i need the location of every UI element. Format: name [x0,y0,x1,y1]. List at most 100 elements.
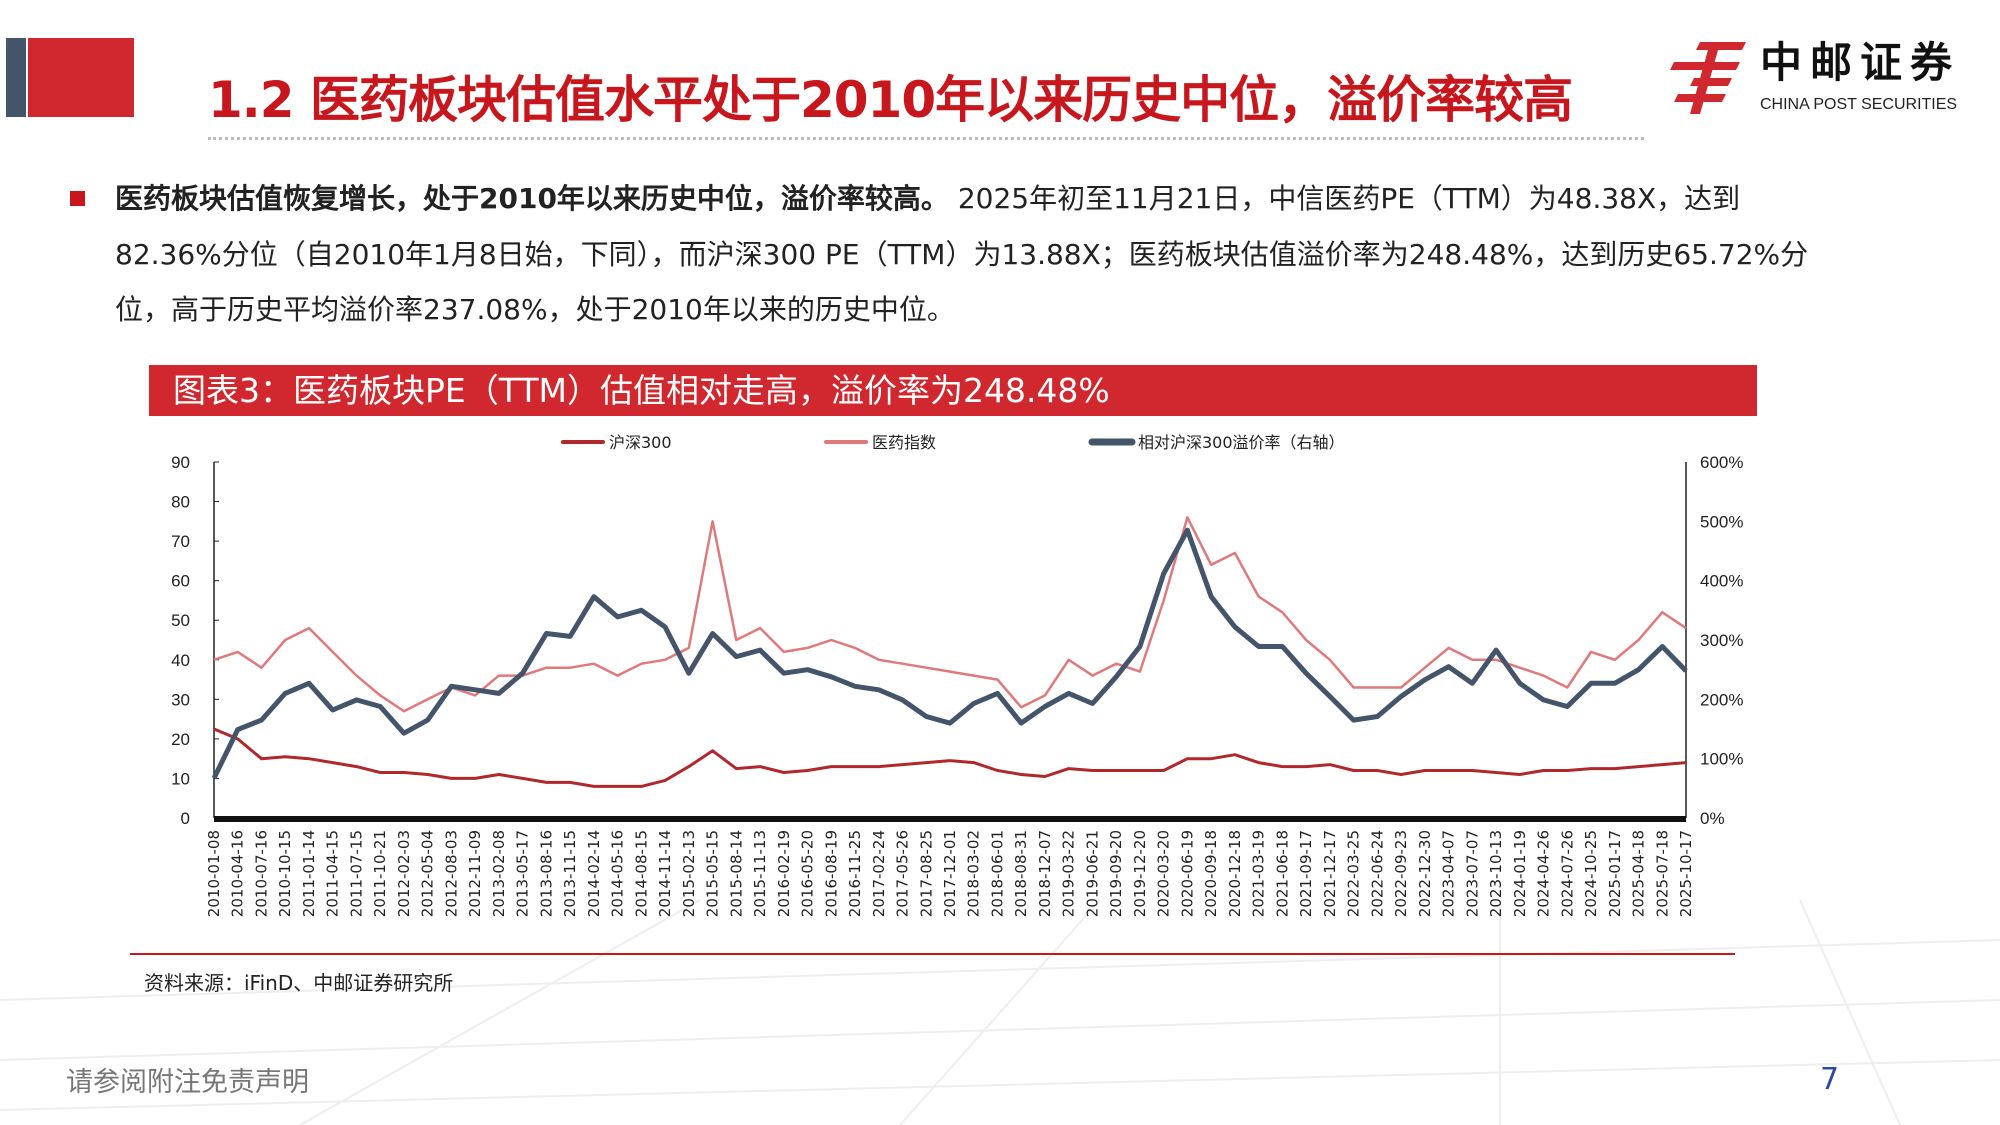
x-tick-label: 2017-02-24 [870,830,888,917]
x-tick-label: 2025-10-17 [1677,830,1695,917]
x-tick-label: 2013-11-15 [561,830,579,917]
x-tick-label: 2025-04-18 [1630,830,1648,917]
x-tick-label: 2012-05-04 [419,830,437,917]
logo-text-en: CHINA POST SECURITIES [1760,96,1958,113]
figure-caption-bar: 图表3：医药板块PE（TTM）估值相对走高，溢价率为248.48% [149,365,1757,416]
x-tick-label: 2024-01-19 [1511,830,1529,917]
x-tick-label: 2020-06-19 [1178,830,1196,917]
legend-label-1: 医药指数 [872,433,936,452]
x-tick-label: 2011-04-15 [324,830,342,917]
x-tick-label: 2022-03-25 [1345,830,1363,917]
x-tick-label: 2015-08-14 [727,830,745,917]
series-line-2 [211,527,1688,780]
body-lead-bold: 医药板块估值恢复增长，处于2010年以来历史中位，溢价率较高。 [115,182,949,215]
x-tick-label: 2021-09-17 [1297,830,1315,917]
x-tick-label: 2011-10-21 [371,830,389,917]
series-line-1 [213,516,1687,713]
x-tick-label: 2021-06-18 [1273,830,1291,917]
left-tick-label: 30 [171,690,190,709]
x-tick-label: 2013-08-16 [537,830,555,917]
x-tick-label: 2012-02-03 [395,830,413,917]
x-tick-label: 2014-02-14 [585,830,603,917]
x-tick-label: 2012-08-03 [442,830,460,917]
logo-text-cn: 中邮证券 [1760,38,1961,87]
left-tick-label: 70 [171,532,190,551]
x-tick-label: 2021-03-19 [1250,830,1268,917]
x-tick-label: 2016-05-20 [799,830,817,917]
right-tick-label: 200% [1700,690,1743,709]
x-tick-label: 2022-06-24 [1368,830,1386,917]
x-tick-label: 2014-08-15 [632,830,650,917]
x-tick-label: 2014-11-14 [656,830,674,917]
x-tick-label: 2018-06-01 [988,830,1006,917]
x-tick-label: 2010-04-16 [229,830,247,917]
left-tick-label: 80 [171,493,190,512]
x-tick-label: 2013-05-17 [514,830,532,917]
x-tick-label: 2022-09-23 [1392,830,1410,917]
legend-label-2: 相对沪深300溢价率（右轴） [1138,433,1345,452]
left-tick-label: 10 [171,769,190,788]
legend-label-0: 沪深300 [609,433,672,452]
x-tick-label: 2017-05-26 [894,830,912,917]
body-line-1-rest: 2025年初至11月21日，中信医药PE（TTM）为48.38X，达到 [957,182,1741,215]
x-tick-label: 2025-01-17 [1606,830,1624,917]
china-post-logo-icon [1670,42,1746,114]
x-tick-label: 2011-01-14 [300,830,318,917]
x-tick-label: 2020-12-18 [1226,830,1244,917]
body-line-3: 位，高于历史平均溢价率237.08%，处于2010年以来的历史中位。 [115,293,955,326]
x-tick-label: 2025-07-18 [1653,830,1671,917]
page-title: 1.2 医药板块估值水平处于2010年以来历史中位，溢价率较高 [208,71,1573,129]
x-tick-label: 2018-03-02 [965,830,983,917]
left-tick-label: 0 [181,809,190,828]
x-tick-label: 2016-02-19 [775,830,793,917]
x-tick-label: 2014-05-16 [609,830,627,917]
x-tick-label: 2015-05-15 [704,830,722,917]
left-tick-label: 60 [171,572,190,591]
right-tick-label: 400% [1700,572,1743,591]
right-tick-label: 0% [1700,809,1725,828]
source-note: 资料来源：iFinD、中邮证券研究所 [144,971,454,995]
x-tick-label: 2019-03-22 [1060,830,1078,917]
x-tick-label: 2019-12-20 [1131,830,1149,917]
body-line-2: 82.36%分位（自2010年1月8日始，下同），而沪深300 PE（TTM）为… [115,238,1809,271]
left-tick-label: 90 [171,453,190,472]
x-tick-label: 2020-03-20 [1155,830,1173,917]
bullet-square-icon [70,191,85,206]
right-tick-label: 300% [1700,631,1743,650]
x-tick-label: 2019-09-20 [1107,830,1125,917]
right-tick-label: 600% [1700,453,1743,472]
source-divider [130,953,1735,955]
x-tick-label: 2024-04-26 [1535,830,1553,917]
x-tick-label: 2016-11-25 [846,830,864,917]
x-tick-label: 2011-07-15 [347,830,365,917]
x-tick-label: 2022-12-30 [1416,830,1434,917]
right-tick-label: 100% [1700,750,1743,769]
x-tick-label: 2010-01-08 [205,830,223,917]
disclaimer-note: 请参阅附注免责声明 [66,1067,309,1098]
page-number: 7 [1820,1062,1840,1097]
x-tick-label: 2010-10-15 [276,830,294,917]
left-tick-label: 20 [171,730,190,749]
x-tick-label: 2020-09-18 [1202,830,1220,917]
x-tick-label: 2023-10-13 [1487,830,1505,917]
x-tick-label: 2024-10-25 [1582,830,1600,917]
x-tick-label: 2023-04-07 [1440,830,1458,917]
header-accent-blue [6,38,26,117]
x-tick-label: 2012-11-09 [466,830,484,917]
x-tick-label: 2015-02-13 [680,830,698,917]
header-accent-red [28,38,134,117]
left-tick-label: 50 [171,611,190,630]
x-tick-label: 2015-11-13 [751,830,769,917]
left-tick-label: 40 [171,651,190,670]
x-tick-label: 2013-02-08 [490,830,508,917]
x-tick-label: 2010-07-16 [252,830,270,917]
x-axis-tick-strip [214,816,1686,822]
figure-caption: 图表3：医药板块PE（TTM）估值相对走高，溢价率为248.48% [173,371,1110,410]
title-divider [208,137,1644,140]
x-tick-label: 2021-12-17 [1321,830,1339,917]
x-tick-label: 2017-08-25 [917,830,935,917]
x-tick-label: 2024-07-26 [1558,830,1576,917]
x-tick-label: 2016-08-19 [822,830,840,917]
x-tick-label: 2023-07-07 [1463,830,1481,917]
